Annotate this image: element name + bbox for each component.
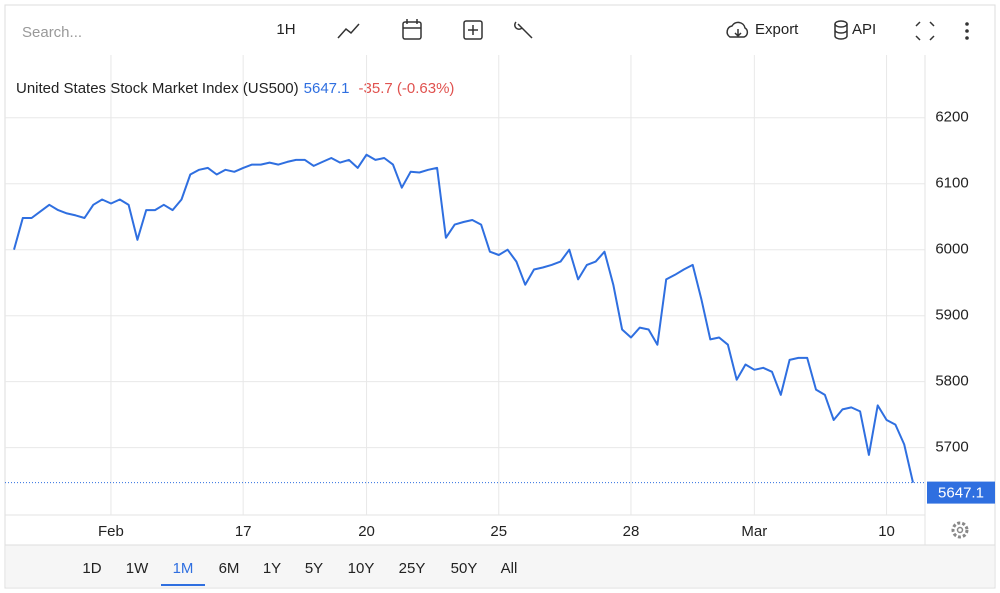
calendar-icon[interactable] xyxy=(402,19,422,40)
last-price-label: 5647.1 xyxy=(938,485,984,502)
range-button[interactable]: 1Y xyxy=(263,560,281,577)
range-button[interactable]: 10Y xyxy=(348,560,375,577)
x-tick-label: 25 xyxy=(490,523,507,540)
api-icon[interactable] xyxy=(834,20,848,40)
y-tick-label: 6200 xyxy=(935,109,968,126)
price-line xyxy=(13,153,914,483)
tools-icon[interactable] xyxy=(514,21,533,39)
chart-title: United States Stock Market Index (US500) xyxy=(16,80,299,97)
export-icon[interactable] xyxy=(726,21,749,38)
range-bar xyxy=(6,545,994,587)
range-button[interactable]: 6M xyxy=(219,560,240,577)
api-button[interactable]: API xyxy=(852,21,876,38)
export-button[interactable]: Export xyxy=(755,21,799,38)
range-button[interactable]: 25Y xyxy=(399,560,426,577)
fullscreen-icon[interactable] xyxy=(915,21,935,41)
x-tick-label: 20 xyxy=(358,523,375,540)
settings-icon[interactable] xyxy=(951,521,969,539)
interval-button[interactable]: 1H xyxy=(276,21,295,38)
range-button[interactable]: 1D xyxy=(82,560,101,577)
x-tick-label: Feb xyxy=(98,523,124,540)
y-tick-label: 5700 xyxy=(935,439,968,456)
last-price-box xyxy=(927,481,995,504)
y-tick-label: 6000 xyxy=(935,241,968,258)
price-change: -35.7 (-0.63%) xyxy=(359,80,455,97)
chart-type-icon[interactable] xyxy=(337,23,360,39)
y-tick-label: 5900 xyxy=(935,307,968,324)
range-button[interactable]: 5Y xyxy=(305,560,323,577)
menu-icon[interactable] xyxy=(965,22,969,40)
range-button[interactable]: 1M xyxy=(173,560,194,577)
compare-icon[interactable] xyxy=(463,20,483,40)
x-tick-label: 28 xyxy=(623,523,640,540)
search-box[interactable]: Search... xyxy=(22,24,82,41)
last-price: 5647.1 xyxy=(304,80,350,97)
y-tick-label: 6100 xyxy=(935,175,968,192)
x-tick-label: 10 xyxy=(878,523,895,540)
x-tick-label: 17 xyxy=(235,523,252,540)
frame xyxy=(4,4,996,589)
x-tick-label: Mar xyxy=(741,523,767,540)
y-tick-label: 5800 xyxy=(935,373,968,390)
range-button[interactable]: 50Y xyxy=(451,560,478,577)
grid xyxy=(5,55,925,515)
range-button[interactable]: 1W xyxy=(126,560,149,577)
range-button[interactable]: All xyxy=(501,560,518,577)
